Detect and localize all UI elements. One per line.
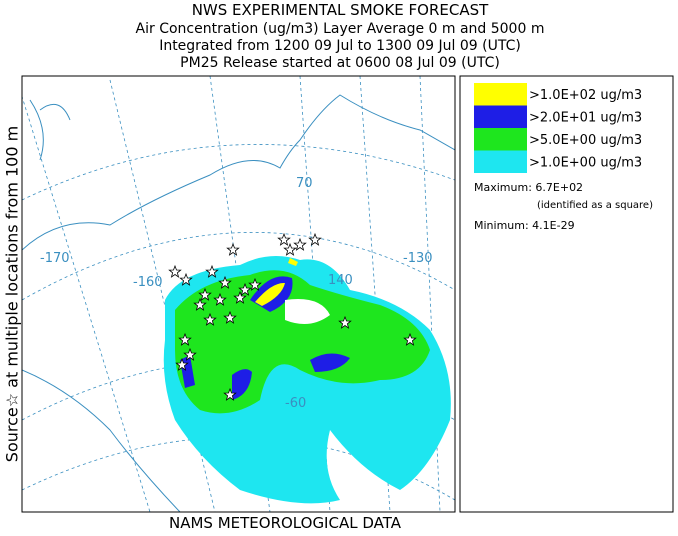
source-star bbox=[203, 312, 217, 326]
maximum: Maximum: 6.7E+02 bbox=[474, 181, 583, 194]
source-star bbox=[179, 272, 193, 286]
source-star bbox=[338, 315, 352, 329]
source-star bbox=[213, 292, 227, 306]
source-star bbox=[223, 387, 237, 401]
source-star bbox=[223, 310, 237, 324]
source-star bbox=[193, 297, 207, 311]
source-star bbox=[233, 290, 247, 304]
legend-label: >2.0E+01 ug/m3 bbox=[529, 111, 642, 126]
graticule-label: 70 bbox=[296, 176, 313, 191]
legend-swatch bbox=[474, 128, 527, 151]
source-star bbox=[178, 332, 192, 346]
coastline bbox=[22, 94, 455, 512]
clear-area bbox=[285, 299, 330, 324]
legend-swatch bbox=[474, 83, 527, 106]
source-star bbox=[308, 232, 322, 246]
source-star bbox=[403, 332, 417, 346]
source-star bbox=[226, 242, 240, 256]
subtitle: PM25 Release started at 0600 08 Jul 09 (… bbox=[180, 55, 500, 71]
title: NWS EXPERIMENTAL SMOKE FORECAST bbox=[192, 1, 489, 19]
source-star bbox=[248, 277, 262, 291]
source-star bbox=[293, 237, 307, 251]
source-star bbox=[198, 287, 212, 301]
source-star bbox=[238, 282, 252, 296]
maximum-note: (identified as a square) bbox=[537, 200, 653, 211]
graticule-label: 140 bbox=[328, 273, 353, 288]
legend-label: >1.0E+00 ug/m3 bbox=[529, 156, 642, 171]
legend-swatch bbox=[474, 105, 527, 128]
graticule-label: -130 bbox=[403, 251, 433, 266]
footer: NAMS METEOROLOGICAL DATA bbox=[169, 514, 402, 532]
source-star bbox=[277, 232, 291, 246]
source-star bbox=[283, 242, 297, 256]
side-label: Source☆ at multiple locations from 100 m bbox=[3, 126, 22, 462]
minimum: Minimum: 4.1E-29 bbox=[474, 219, 575, 232]
legend: >1.0E+02 ug/m3 >2.0E+01 ug/m3 >5.0E+00 ug/… bbox=[459, 75, 674, 513]
legend-label: >1.0E+02 ug/m3 bbox=[529, 88, 642, 103]
graticule-label: -170 bbox=[40, 251, 70, 266]
graticule-label: -60 bbox=[285, 396, 306, 411]
subtitle: Air Concentration (ug/m3) Layer Average … bbox=[136, 21, 545, 37]
map-content: -170 -160 70 140 -130 -60 bbox=[22, 76, 455, 512]
coastline bbox=[22, 369, 181, 512]
source-markers bbox=[168, 232, 417, 401]
source-star bbox=[175, 357, 189, 371]
legend-swatch bbox=[474, 150, 527, 173]
source-star bbox=[205, 264, 219, 278]
source-star bbox=[183, 347, 197, 361]
legend-label: >5.0E+00 ug/m3 bbox=[529, 133, 642, 148]
map: -170 -160 70 140 -130 -60 bbox=[21, 75, 456, 513]
legend-entries: >1.0E+02 ug/m3 >2.0E+01 ug/m3 >5.0E+00 ug/… bbox=[474, 83, 642, 173]
graticule-label: -160 bbox=[133, 275, 163, 290]
source-star bbox=[168, 264, 182, 278]
map-border bbox=[21, 75, 456, 513]
subtitle: Integrated from 1200 09 Jul to 1300 09 J… bbox=[159, 38, 521, 54]
source-star bbox=[218, 275, 232, 289]
coastline bbox=[29, 99, 71, 161]
smoke-yellow bbox=[255, 258, 298, 306]
